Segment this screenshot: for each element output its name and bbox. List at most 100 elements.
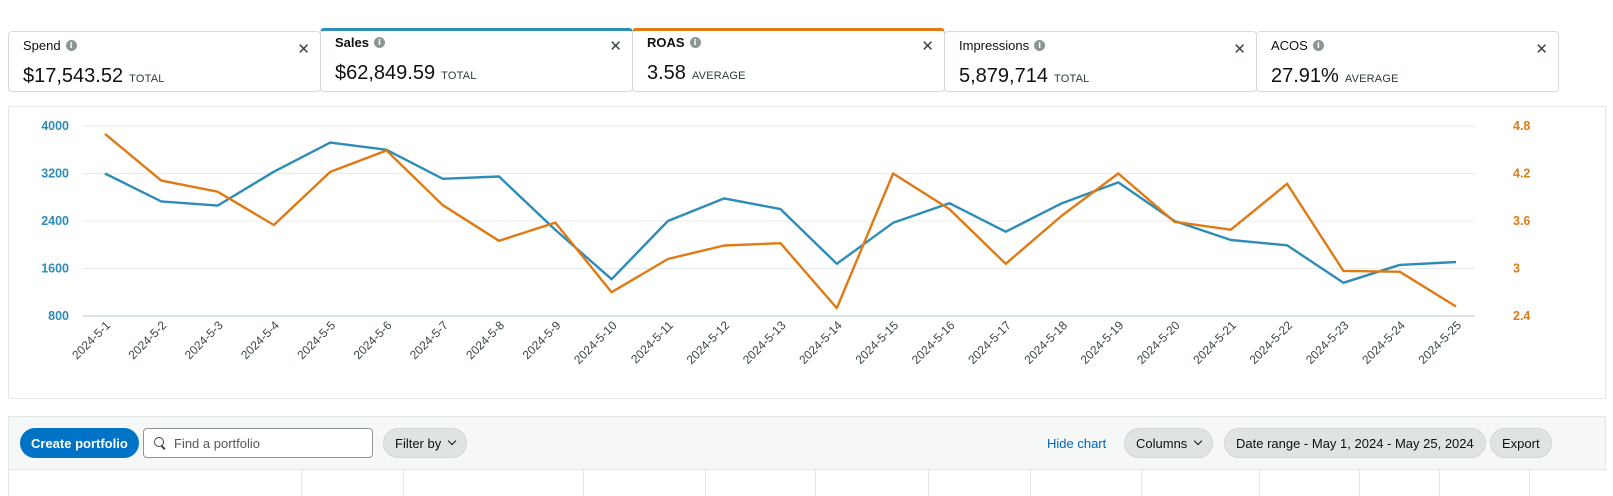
- column-divider: [301, 470, 302, 496]
- metric-aggregation: TOTAL: [441, 70, 477, 82]
- metric-label: Spend: [23, 38, 61, 53]
- metric-label-row: ACOS i: [1271, 38, 1324, 53]
- x-tick-label: 2024-5-17: [965, 318, 1014, 367]
- metric-label: ROAS: [647, 35, 685, 50]
- x-tick-label: 2024-5-12: [684, 318, 733, 367]
- x-tick-label: 2024-5-8: [463, 318, 507, 362]
- x-tick-label: 2024-5-24: [1359, 318, 1408, 367]
- metric-card-impressions[interactable]: Impressions i 5,879,714 TOTAL ✕: [944, 31, 1257, 92]
- x-tick-label: 2024-5-23: [1303, 318, 1352, 367]
- metric-value-row: $62,849.59 TOTAL: [335, 62, 477, 85]
- close-icon[interactable]: ✕: [297, 40, 310, 58]
- metric-aggregation: AVERAGE: [1344, 73, 1399, 85]
- metric-label: ACOS: [1271, 38, 1308, 53]
- metric-value-row: 27.91% AVERAGE: [1271, 65, 1399, 88]
- y-right-tick-label: 3: [1513, 262, 1520, 276]
- metric-aggregation: TOTAL: [129, 73, 165, 85]
- y-right-tick-label: 2.4: [1513, 309, 1530, 323]
- chevron-down-icon: [447, 436, 457, 446]
- x-tick-label: 2024-5-18: [1021, 318, 1070, 367]
- column-divider: [815, 470, 816, 496]
- info-icon[interactable]: i: [1312, 40, 1324, 51]
- portfolio-toolbar: Create portfolio Filter by Hide chart Co…: [8, 416, 1607, 496]
- x-tick-label: 2024-5-21: [1190, 318, 1239, 367]
- date-range-label: Date range - May 1, 2024 - May 25, 2024: [1236, 435, 1474, 451]
- metric-card-spend[interactable]: Spend i $17,543.52 TOTAL ✕: [8, 31, 321, 92]
- metric-value: 5,879,714: [959, 65, 1048, 87]
- x-tick-label: 2024-5-6: [351, 318, 395, 362]
- line-chart: 4000 3200 2400 1600 800 4.8 4.2 3.6 3 2.4 2024-5-1…: [41, 119, 1530, 367]
- metric-card-roas[interactable]: ROAS i 3.58 AVERAGE ✕: [632, 28, 945, 92]
- table-header-strip: [9, 469, 1607, 496]
- x-tick-label: 2024-5-22: [1247, 318, 1296, 367]
- series-line-roas: [104, 132, 1457, 310]
- metric-value: 27.91%: [1271, 65, 1339, 87]
- x-tick-label: 2024-5-15: [853, 318, 902, 367]
- search-box[interactable]: [143, 428, 373, 458]
- metric-value-row: 3.58 AVERAGE: [647, 62, 746, 85]
- metric-label-row: Impressions i: [959, 38, 1046, 53]
- column-divider: [1359, 470, 1360, 496]
- metric-label-row: Sales i: [335, 35, 385, 50]
- metric-aggregation: TOTAL: [1053, 73, 1090, 85]
- columns-label: Columns: [1136, 435, 1188, 451]
- x-tick-label: 2024-5-20: [1134, 318, 1183, 367]
- metric-value: $62,849.59: [335, 62, 436, 84]
- info-icon[interactable]: i: [373, 37, 385, 48]
- info-icon[interactable]: i: [1034, 40, 1046, 51]
- x-tick-label: 2024-5-1: [69, 318, 113, 362]
- y-left-tick-label: 3200: [41, 167, 69, 181]
- metric-value-row: $17,543.52 TOTAL: [23, 65, 165, 88]
- metric-label-row: Spend i: [23, 38, 77, 53]
- columns-button[interactable]: Columns: [1124, 428, 1214, 458]
- filter-by-button[interactable]: Filter by: [383, 428, 468, 458]
- date-range-button[interactable]: Date range - May 1, 2024 - May 25, 2024: [1224, 428, 1486, 458]
- x-tick-label: 2024-5-9: [520, 318, 564, 362]
- column-divider: [583, 470, 584, 496]
- y-left-tick-label: 2400: [41, 214, 69, 228]
- search-input[interactable]: [174, 435, 364, 451]
- column-divider: [403, 470, 404, 496]
- metric-value: $17,543.52: [23, 65, 124, 87]
- x-tick-label: 2024-5-5: [294, 318, 338, 362]
- chart-panel: 4000 3200 2400 1600 800 4.8 4.2 3.6 3 2.4 2024-5-1…: [8, 106, 1606, 399]
- x-tick-label: 2024-5-7: [407, 318, 451, 362]
- info-icon[interactable]: i: [689, 37, 701, 48]
- metric-aggregation: AVERAGE: [691, 70, 746, 82]
- column-divider: [928, 470, 929, 496]
- x-tick-label: 2024-5-2: [126, 318, 170, 362]
- x-tick-label: 2024-5-10: [571, 318, 620, 367]
- close-icon[interactable]: ✕: [1535, 40, 1548, 58]
- column-divider: [705, 470, 706, 496]
- x-tick-label: 2024-5-4: [238, 318, 282, 362]
- info-icon[interactable]: i: [65, 40, 77, 51]
- hide-chart-link[interactable]: Hide chart: [1047, 436, 1107, 451]
- x-tick-label: 2024-5-14: [796, 318, 845, 367]
- x-tick-label: 2024-5-3: [182, 318, 226, 362]
- column-divider: [1439, 470, 1440, 496]
- x-tick-label: 2024-5-25: [1416, 318, 1465, 367]
- x-tick-label: 2024-5-11: [628, 318, 676, 366]
- y-left-tick-label: 800: [48, 309, 69, 323]
- search-icon: [154, 437, 166, 449]
- metric-card-sales[interactable]: Sales i $62,849.59 TOTAL ✕: [320, 28, 633, 92]
- create-portfolio-button[interactable]: Create portfolio: [20, 428, 139, 458]
- x-tick-label: 2024-5-19: [1078, 318, 1127, 367]
- metric-card-acos[interactable]: ACOS i 27.91% AVERAGE ✕: [1256, 31, 1559, 92]
- export-button[interactable]: Export: [1490, 428, 1552, 458]
- close-icon[interactable]: ✕: [921, 37, 934, 55]
- column-divider: [1259, 470, 1260, 496]
- column-divider: [1529, 470, 1530, 496]
- y-right-tick-label: 4.8: [1513, 119, 1530, 133]
- close-icon[interactable]: ✕: [1233, 40, 1246, 58]
- export-label: Export: [1502, 435, 1540, 451]
- x-tick-label: 2024-5-13: [740, 318, 789, 367]
- close-icon[interactable]: ✕: [609, 37, 622, 55]
- metric-label-row: ROAS i: [647, 35, 701, 50]
- y-left-tick-label: 4000: [41, 119, 69, 133]
- y-left-tick-label: 1600: [41, 262, 69, 276]
- metric-label: Impressions: [959, 38, 1030, 53]
- metric-label: Sales: [335, 35, 369, 50]
- column-divider: [1030, 470, 1031, 496]
- metric-cards: Spend i $17,543.52 TOTAL ✕ Sales i $62,8…: [8, 28, 1606, 92]
